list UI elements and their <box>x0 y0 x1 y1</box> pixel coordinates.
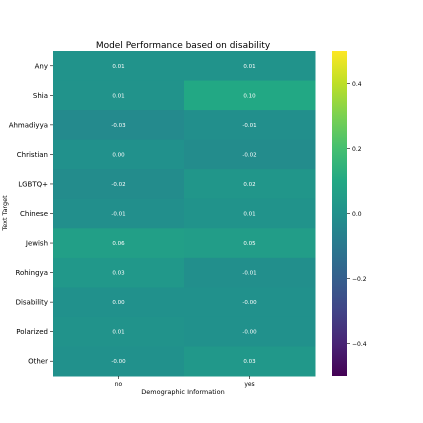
heatmap-cell <box>53 198 185 229</box>
heatmap-cell <box>184 287 316 318</box>
cell-value-label: -0.02 <box>111 182 125 188</box>
cell-value-label: -0.00 <box>111 359 126 365</box>
x-axis-label: Demographic Information <box>141 388 224 396</box>
cell-value-label: 0.01 <box>112 64 124 70</box>
colorbar-tick-label: −0.4 <box>352 341 367 348</box>
x-tick-label: yes <box>244 381 254 388</box>
cell-value-label: 0.01 <box>243 64 255 70</box>
heatmap-cell <box>184 228 316 259</box>
cell-value-label: -0.01 <box>242 123 256 129</box>
cell-value-label: 0.00 <box>112 152 125 158</box>
heatmap-cell <box>53 257 185 288</box>
y-tick-label: Polarized <box>16 328 48 336</box>
heatmap-cell <box>184 169 316 200</box>
cell-value-label: 0.06 <box>112 241 125 247</box>
x-tick-label: no <box>115 381 123 388</box>
colorbar-ticks: 0.4 0.2 0.0 −0.2 −0.4 <box>347 81 367 348</box>
y-tick-label: Ahmadiyya <box>9 121 48 129</box>
y-tick-labels: Any Shia Ahmadiyya Christian LGBTQ+ Chinese Je… <box>9 62 53 366</box>
heatmap-cell <box>53 51 185 82</box>
y-tick-label: LGBTQ+ <box>18 180 48 188</box>
colorbar <box>332 51 347 376</box>
cell-value-label: -0.01 <box>242 271 256 277</box>
cell-value-label: 0.01 <box>112 330 124 336</box>
heatmap-cell <box>53 287 185 318</box>
heatmap-cell <box>184 139 316 170</box>
heatmap-cell <box>184 316 316 347</box>
heatmap-cell <box>184 110 316 141</box>
heatmap-cell <box>53 346 185 377</box>
chart-title: Model Performance based on disability <box>96 41 271 51</box>
colorbar-tick-label: 0.0 <box>352 211 362 218</box>
cell-value-label: 0.10 <box>243 93 256 99</box>
cell-value-label: 0.01 <box>112 93 124 99</box>
heatmap-cell <box>184 198 316 229</box>
heatmap-cells: 0.01 0.01 0.01 0.10 -0.03 -0.01 0.00 -0.02 -0.02… <box>53 51 316 377</box>
heatmap-cell <box>53 169 185 200</box>
cell-value-label: 0.03 <box>243 359 256 365</box>
heatmap-cell <box>53 139 185 170</box>
y-tick-label: Chinese <box>20 210 48 218</box>
y-tick-label: Christian <box>17 151 48 159</box>
heatmap-cell <box>184 80 316 111</box>
cell-value-label: 0.03 <box>112 271 125 277</box>
colorbar-tick-label: 0.4 <box>352 81 362 88</box>
heatmap-cell <box>53 110 185 141</box>
y-tick-label: Other <box>28 358 48 366</box>
cell-value-label: 0.05 <box>243 241 256 247</box>
y-tick-label: Jewish <box>25 240 48 248</box>
cell-value-label: -0.00 <box>242 300 257 306</box>
heatmap-cell <box>53 80 185 111</box>
cell-value-label: -0.01 <box>111 212 125 218</box>
x-tick-labels: no yes <box>115 376 255 388</box>
cell-value-label: 0.00 <box>112 300 125 306</box>
y-tick-label: Any <box>35 62 48 70</box>
heatmap-cell <box>184 51 316 82</box>
cell-value-label: -0.00 <box>242 330 257 336</box>
y-axis-label: Text Target <box>1 195 9 232</box>
cell-value-label: 0.02 <box>243 182 255 188</box>
cell-value-label: -0.03 <box>111 123 126 129</box>
colorbar-tick-label: 0.2 <box>352 146 362 153</box>
cell-value-label: 0.01 <box>243 212 255 218</box>
y-tick-label: Shia <box>33 92 48 100</box>
colorbar-tick-label: −0.2 <box>352 276 367 283</box>
heatmap-cell <box>53 228 185 259</box>
cell-value-label: -0.02 <box>242 152 256 158</box>
heatmap-cell <box>184 257 316 288</box>
heatmap-cell <box>184 346 316 377</box>
y-tick-label: Rohingya <box>15 269 48 277</box>
y-tick-label: Disability <box>16 299 48 307</box>
heatmap-cell <box>53 316 185 347</box>
